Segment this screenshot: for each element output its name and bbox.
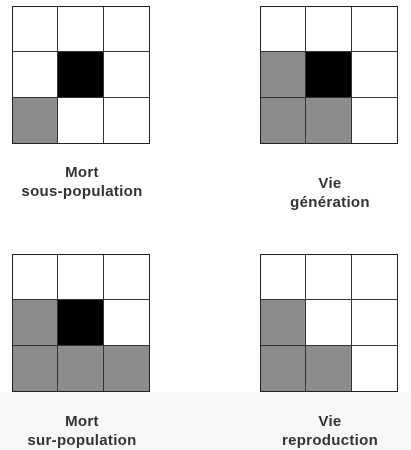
empty-cell bbox=[351, 345, 397, 391]
neighbor-cell bbox=[103, 345, 149, 391]
empty-cell bbox=[306, 255, 352, 301]
neighbor-cell bbox=[13, 345, 59, 391]
empty-cell bbox=[103, 255, 149, 301]
empty-cell bbox=[13, 7, 59, 53]
empty-cell bbox=[351, 7, 397, 53]
empty-cell bbox=[103, 7, 149, 53]
center-cell bbox=[58, 300, 104, 346]
caption-panel-3: Mort sur-population bbox=[0, 412, 172, 450]
empty-cell bbox=[58, 255, 104, 301]
caption-panel-4: Vie reproduction bbox=[240, 412, 411, 450]
neighbor-cell bbox=[13, 300, 59, 346]
empty-cell bbox=[351, 300, 397, 346]
center-cell bbox=[58, 52, 104, 98]
caption-panel-3-line2: sur-population bbox=[27, 432, 137, 449]
grid-panel-1 bbox=[12, 6, 150, 144]
center-cell bbox=[306, 52, 352, 98]
caption-panel-2-line2: génération bbox=[290, 194, 370, 211]
caption-panel-4-line1: Vie bbox=[318, 413, 342, 430]
empty-cell bbox=[261, 7, 307, 53]
grid-panel-3 bbox=[12, 254, 150, 392]
grid-panel-2 bbox=[260, 6, 398, 144]
empty-cell bbox=[306, 300, 352, 346]
caption-panel-2: Vie génération bbox=[240, 174, 411, 212]
bottom-background-strip bbox=[0, 392, 411, 450]
caption-panel-1: Mort sous-population bbox=[0, 163, 172, 201]
neighbor-cell bbox=[58, 345, 104, 391]
empty-cell bbox=[13, 52, 59, 98]
caption-panel-4-line2: reproduction bbox=[281, 432, 379, 449]
caption-panel-2-line1: Vie bbox=[318, 175, 342, 192]
empty-cell bbox=[306, 7, 352, 53]
neighbor-cell bbox=[261, 345, 307, 391]
neighbor-cell bbox=[261, 52, 307, 98]
caption-panel-3-line1: Mort bbox=[65, 413, 99, 430]
empty-cell bbox=[351, 97, 397, 143]
neighbor-cell bbox=[261, 97, 307, 143]
empty-cell bbox=[58, 97, 104, 143]
empty-cell bbox=[103, 97, 149, 143]
empty-cell bbox=[58, 7, 104, 53]
empty-cell bbox=[13, 255, 59, 301]
neighbor-cell bbox=[261, 300, 307, 346]
caption-panel-1-line2: sous-population bbox=[21, 183, 143, 200]
neighbor-cell bbox=[13, 97, 59, 143]
caption-panel-1-line1: Mort bbox=[65, 164, 99, 181]
empty-cell bbox=[103, 52, 149, 98]
neighbor-cell bbox=[306, 97, 352, 143]
empty-cell bbox=[261, 255, 307, 301]
grid-panel-4 bbox=[260, 254, 398, 392]
neighbor-cell bbox=[306, 345, 352, 391]
empty-cell bbox=[103, 300, 149, 346]
empty-cell bbox=[351, 255, 397, 301]
empty-cell bbox=[351, 52, 397, 98]
